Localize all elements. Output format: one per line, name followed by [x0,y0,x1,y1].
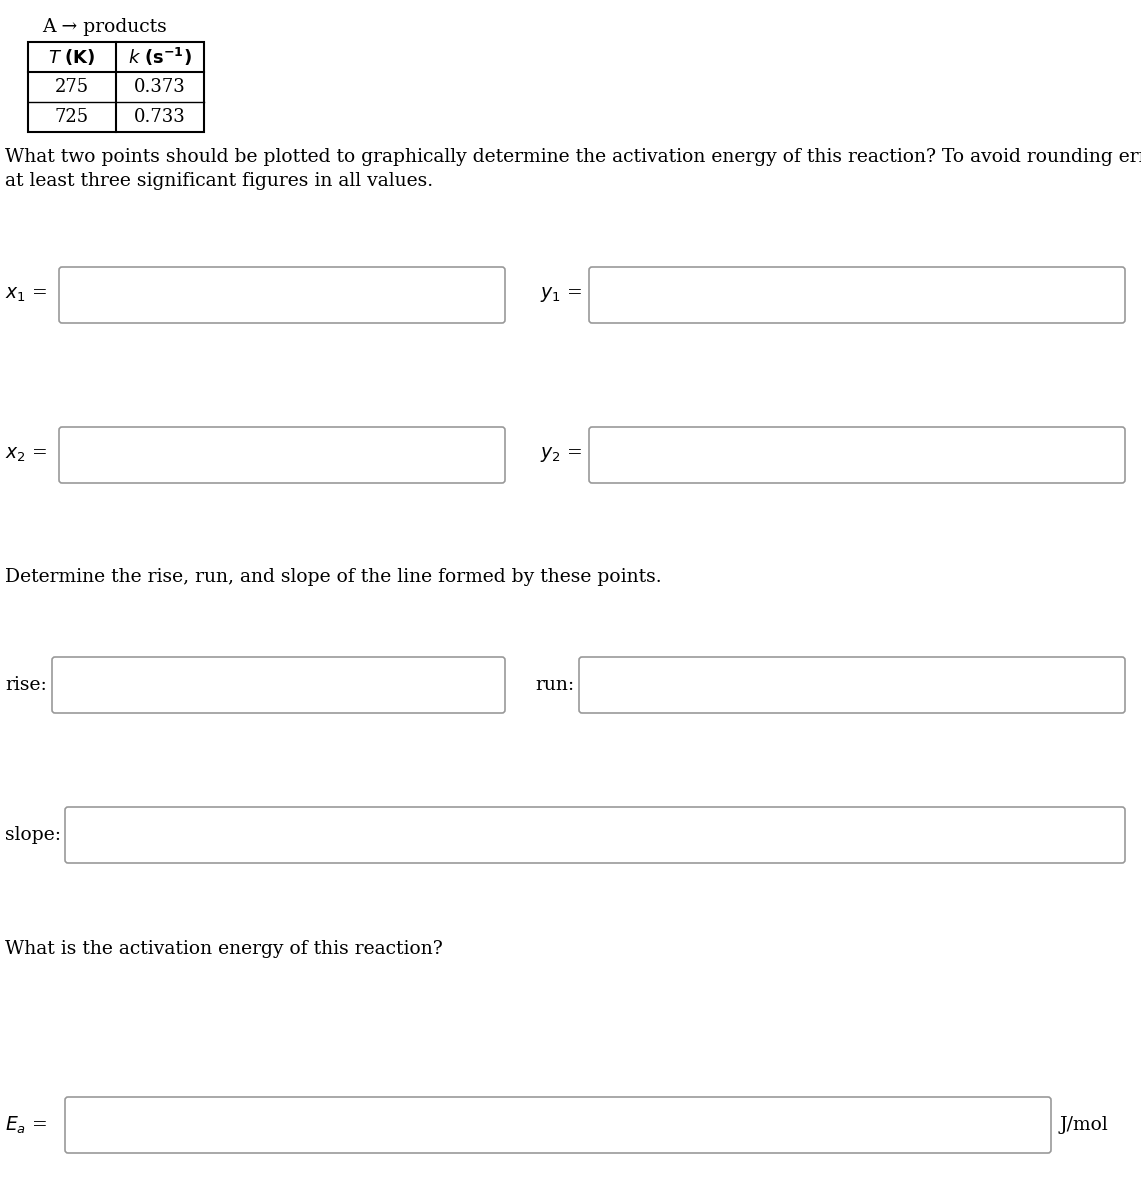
Text: slope:: slope: [5,826,60,844]
Text: 0.733: 0.733 [135,108,186,126]
Text: $y_1$ =: $y_1$ = [540,286,582,305]
Text: 725: 725 [55,108,89,126]
FancyBboxPatch shape [589,266,1125,323]
Text: $x_2$ =: $x_2$ = [5,446,47,464]
FancyBboxPatch shape [59,266,505,323]
FancyBboxPatch shape [59,427,505,482]
Text: 0.373: 0.373 [135,78,186,96]
Text: Determine the rise, run, and slope of the line formed by these points.: Determine the rise, run, and slope of th… [5,568,662,586]
Text: $\mathit{k}$ $\mathbf{(s^{-1})}$: $\mathit{k}$ $\mathbf{(s^{-1})}$ [128,46,192,68]
Bar [29,42,204,132]
Text: $E_a$ =: $E_a$ = [5,1115,47,1135]
FancyBboxPatch shape [65,1097,1051,1153]
FancyBboxPatch shape [578,658,1125,713]
FancyBboxPatch shape [589,427,1125,482]
Text: 275: 275 [55,78,89,96]
FancyBboxPatch shape [65,806,1125,863]
Text: run:: run: [535,676,574,694]
Text: $x_1$ =: $x_1$ = [5,286,47,304]
Text: $y_2$ =: $y_2$ = [540,445,582,464]
Text: A → products: A → products [42,18,167,36]
Text: at least three significant figures in all values.: at least three significant figures in al… [5,172,434,190]
Text: J/mol: J/mol [1060,1116,1109,1134]
Text: What two points should be plotted to graphically determine the activation energy: What two points should be plotted to gra… [5,148,1141,166]
Text: rise:: rise: [5,676,47,694]
Text: What is the activation energy of this reaction?: What is the activation energy of this re… [5,940,443,958]
FancyBboxPatch shape [52,658,505,713]
Text: $\mathit{T}$ $\mathbf{(K)}$: $\mathit{T}$ $\mathbf{(K)}$ [48,47,96,67]
